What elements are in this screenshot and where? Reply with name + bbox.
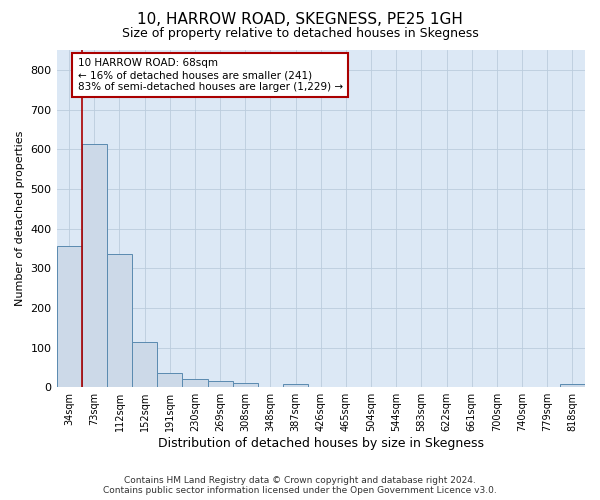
Text: 10, HARROW ROAD, SKEGNESS, PE25 1GH: 10, HARROW ROAD, SKEGNESS, PE25 1GH	[137, 12, 463, 28]
Text: Size of property relative to detached houses in Skegness: Size of property relative to detached ho…	[122, 28, 478, 40]
Bar	[132, 342, 157, 387]
X-axis label: Distribution of detached houses by size in Skegness: Distribution of detached houses by size …	[158, 437, 484, 450]
Bar	[157, 373, 182, 387]
Bar	[82, 144, 107, 387]
Text: 10 HARROW ROAD: 68sqm
← 16% of detached houses are smaller (241)
83% of semi-det: 10 HARROW ROAD: 68sqm ← 16% of detached …	[77, 58, 343, 92]
Bar	[107, 254, 132, 387]
Bar	[283, 384, 308, 387]
Y-axis label: Number of detached properties: Number of detached properties	[15, 131, 25, 306]
Bar	[233, 383, 258, 387]
Bar	[208, 382, 233, 387]
Bar	[560, 384, 585, 387]
Bar	[56, 246, 82, 387]
Bar	[182, 380, 208, 387]
Text: Contains HM Land Registry data © Crown copyright and database right 2024.
Contai: Contains HM Land Registry data © Crown c…	[103, 476, 497, 495]
